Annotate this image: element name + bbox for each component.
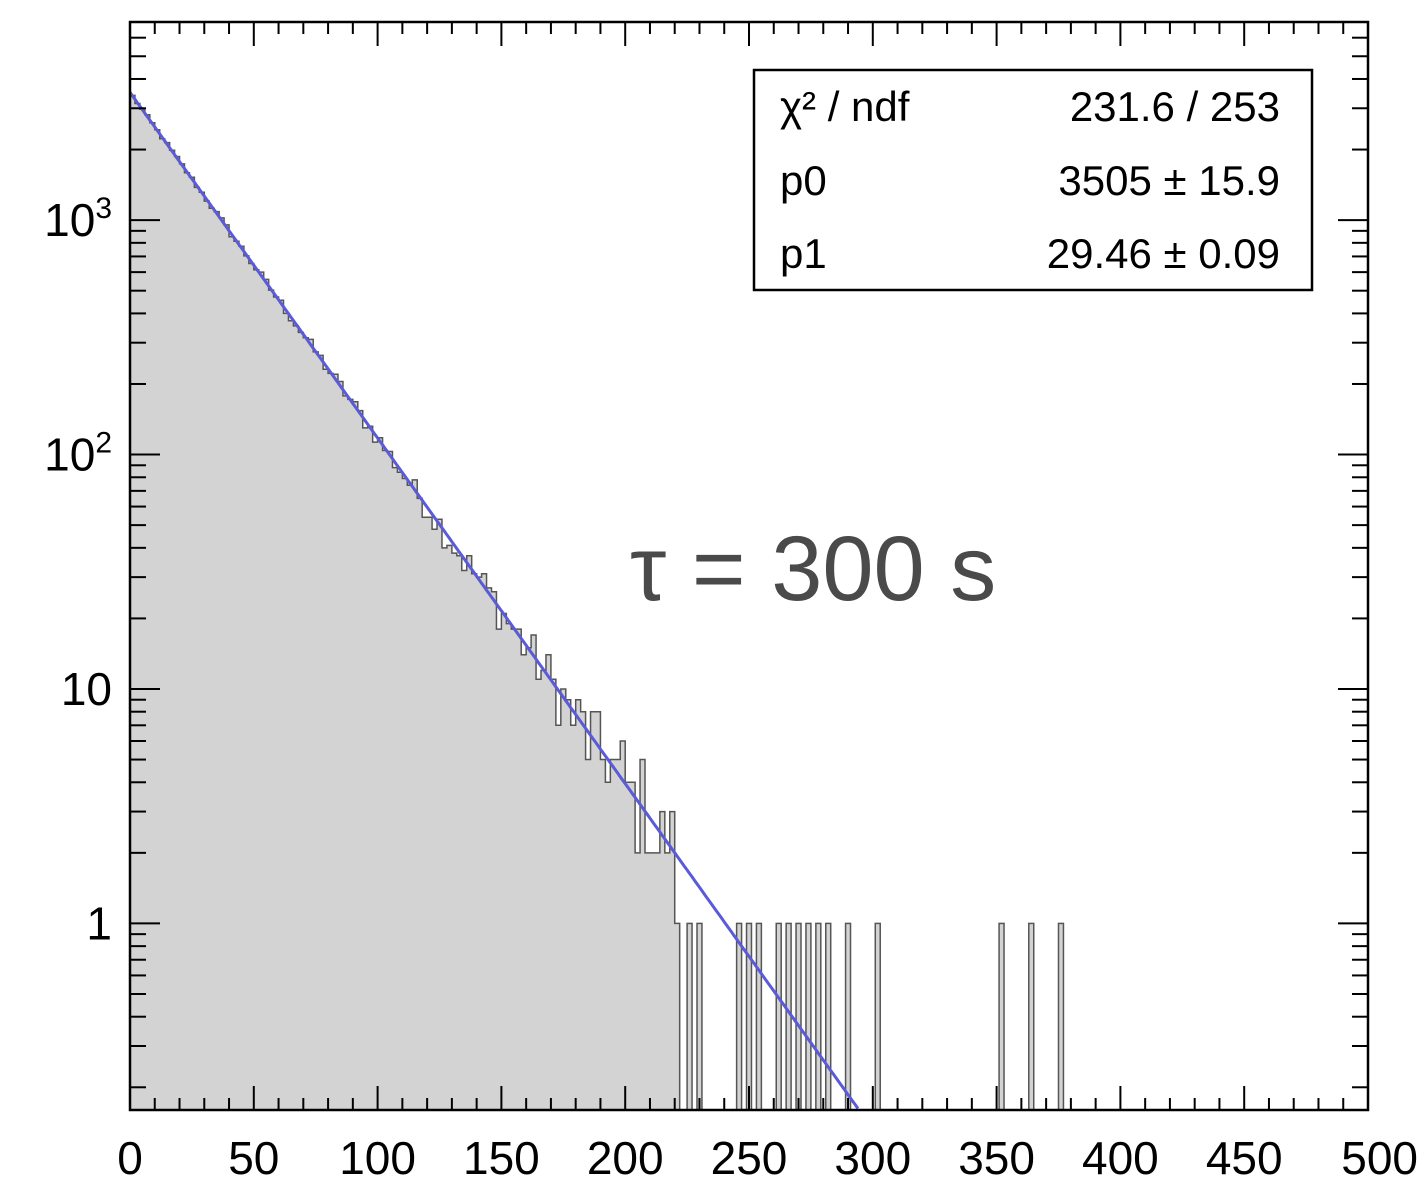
tau-annotation: τ = 300 s	[630, 518, 996, 620]
histogram-bin	[775, 922, 782, 1111]
stats-row-0-value: 231.6 / 253	[1070, 83, 1280, 130]
histogram-bin	[795, 922, 802, 1111]
stats-row-1-value: 3505 ± 15.9	[1058, 157, 1280, 204]
stats-row-0-name: χ² / ndf	[780, 83, 910, 130]
histogram-bin	[745, 922, 753, 1111]
histogram-bin	[825, 922, 832, 1111]
x-tick-label: 400	[1082, 1132, 1159, 1181]
axis-ticks	[129, 21, 1369, 1110]
histogram-bin	[844, 922, 852, 1111]
histogram-bin	[805, 922, 812, 1111]
x-tick-label: 450	[1206, 1132, 1283, 1181]
x-tick-label: 50	[228, 1132, 279, 1181]
histogram-bin	[1028, 922, 1035, 1111]
x-tick-label: 0	[117, 1132, 143, 1181]
histogram-bin	[874, 922, 881, 1111]
y-tick-label: 103	[44, 192, 112, 246]
y-tick-label: 1	[86, 897, 112, 949]
stats-box: χ² / ndf 231.6 / 253 p0 3505 ± 15.9 p1 2…	[752, 68, 1314, 292]
stats-row-1-name: p0	[780, 157, 827, 204]
stats-row-2-name: p1	[780, 230, 827, 277]
histogram-bin	[815, 922, 822, 1111]
histogram-body	[129, 94, 681, 1111]
x-tick-label: 500	[1341, 1132, 1418, 1181]
histogram-bin	[696, 922, 703, 1111]
histogram-bin	[1057, 922, 1065, 1111]
stats-box-frame	[752, 68, 1314, 292]
x-tick-label: 300	[834, 1132, 911, 1181]
histogram-bin	[686, 922, 693, 1111]
fit-curve	[128, 91, 860, 1110]
x-tick-label: 100	[339, 1132, 416, 1181]
histogram-bin	[998, 922, 1005, 1111]
x-tick-label: 250	[711, 1132, 788, 1181]
histogram-bin	[755, 922, 763, 1111]
stats-row-2-value: 29.46 ± 0.09	[1047, 230, 1280, 277]
x-tick-label: 200	[587, 1132, 664, 1181]
histogram-bins	[129, 94, 1065, 1111]
histogram-bin	[735, 922, 743, 1111]
y-tick-label: 10	[61, 663, 112, 715]
y-tick-labels: 1 10 102 103	[44, 192, 112, 949]
y-tick-label: 102	[44, 427, 112, 481]
x-tick-label: 150	[463, 1132, 540, 1181]
x-tick-labels: 0 50 100 150 200 250 300 350 400 450 500	[117, 1132, 1418, 1181]
x-tick-label: 350	[958, 1132, 1035, 1181]
